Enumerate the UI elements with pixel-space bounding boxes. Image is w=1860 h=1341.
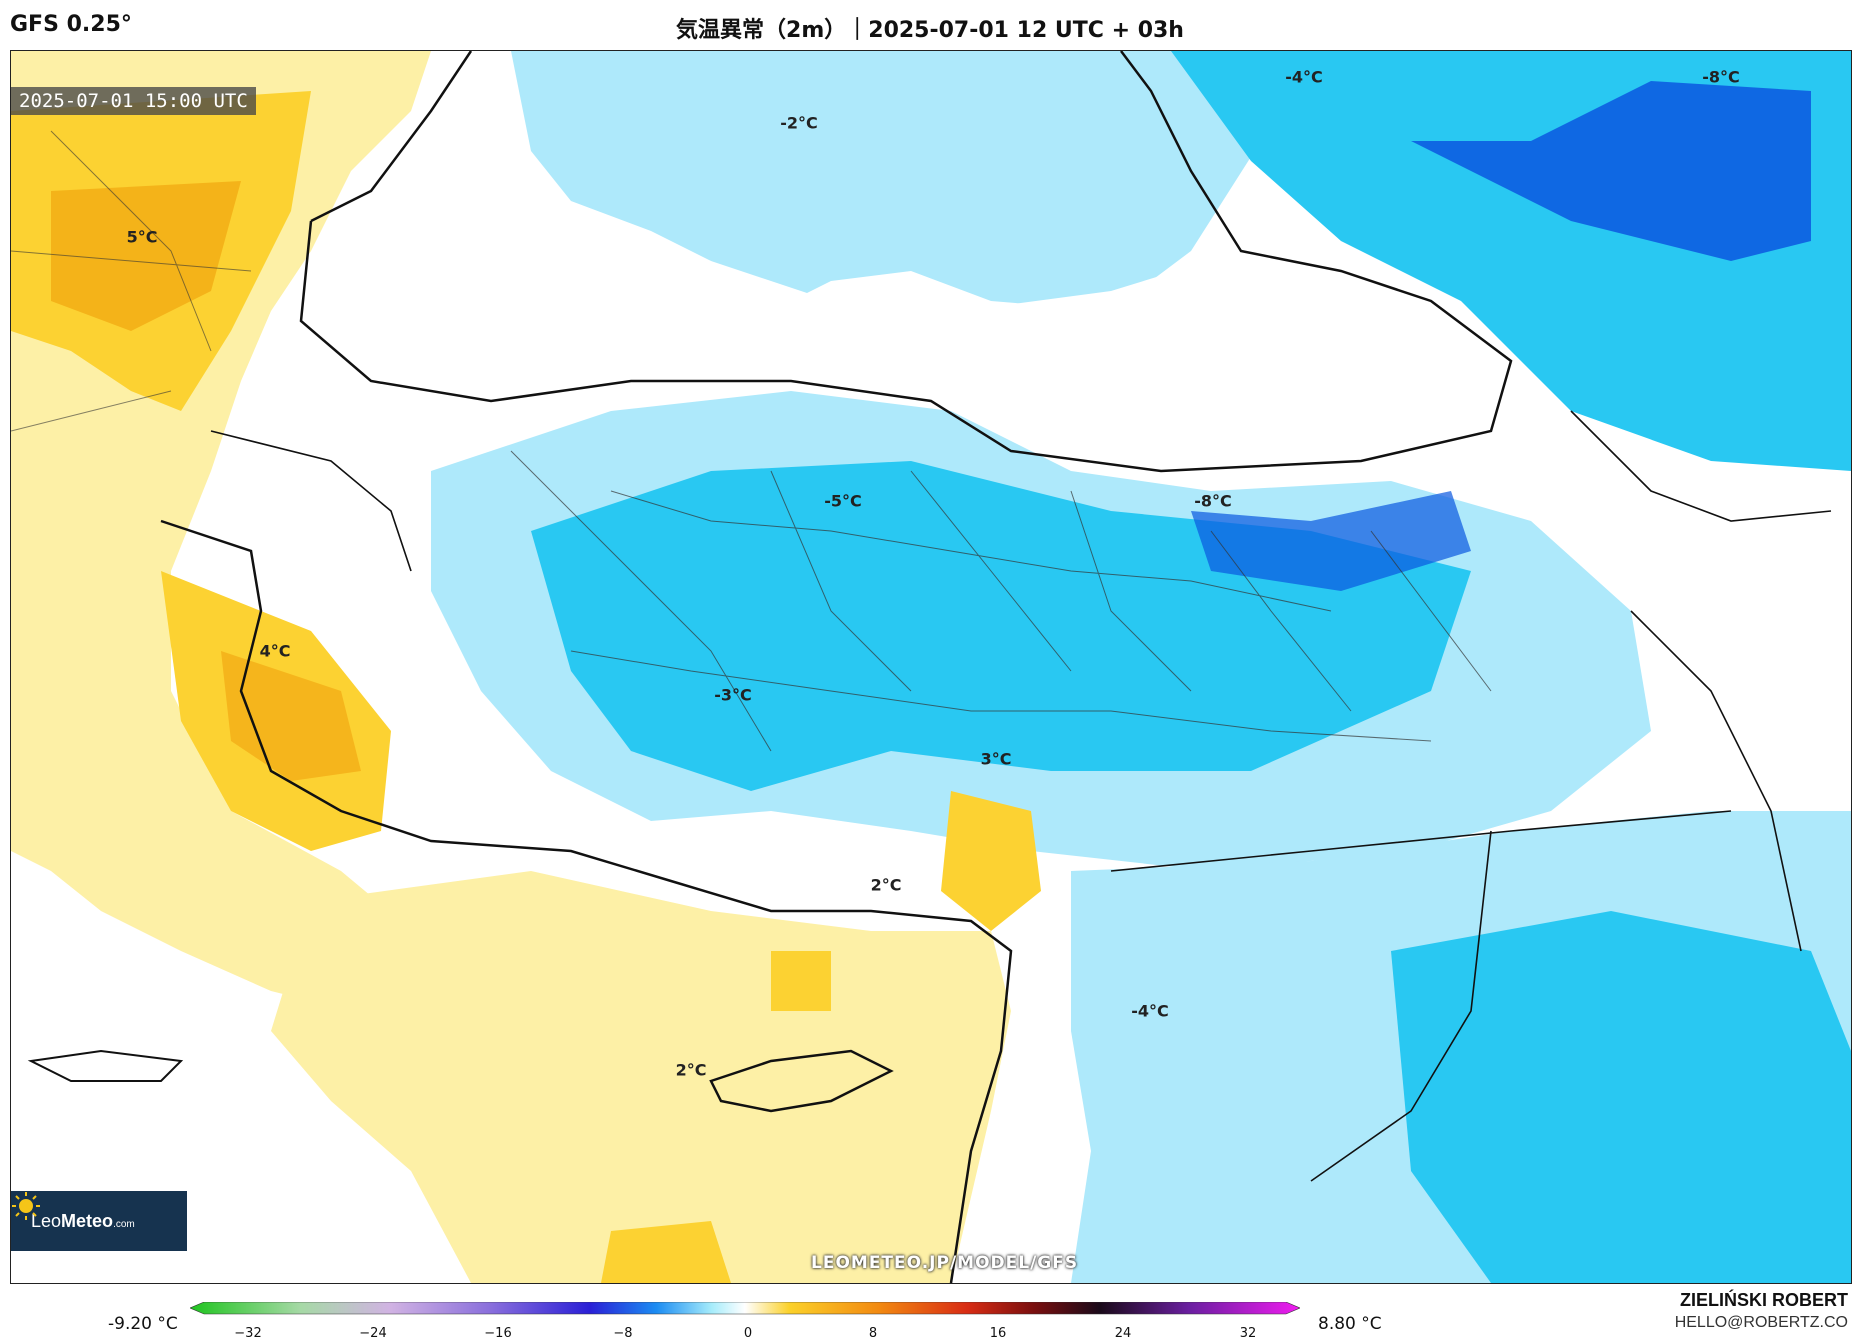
anomaly-label-aegean: 4°C [259,641,291,661]
anomaly-label-central-anatolia: -5°C [824,491,862,511]
province-lines [510,450,1492,752]
anomaly-label-syria: -4°C [1131,1001,1169,1021]
anomaly-map [11,51,1851,1283]
legend-tick: 0 [743,1326,753,1341]
legend-tick: 8 [868,1326,878,1341]
black-sea-neutral [301,211,1511,471]
header: GFS 0.25° 気温異常（2m）｜2025-07-01 12 UTC + 0… [0,0,1860,50]
map-panel: 2025-07-01 15:00 UTC -4°C -8°C -2°C 5°C … [10,50,1852,1284]
logo-wordmark: LeoMeteo.com [31,1210,135,1231]
legend-footer: -9.20 °C −32 −24 −16 − [0,1286,1860,1341]
anomaly-label-adana: 3°C [980,749,1012,769]
color-scale-bar [190,1302,1300,1315]
legend-tick: 32 [1239,1326,1257,1341]
source-watermark: LEOMETEO.JP/MODEL/GFS [811,1253,1079,1273]
mersin-warm-mid [771,951,831,1011]
adana-warm-mid [941,791,1041,931]
legend-tick: −16 [484,1326,512,1341]
northern-anatolia-coast [299,51,1513,473]
legend-tick: 24 [1114,1326,1132,1341]
eastern-anatolia-deep-cold [1191,491,1471,591]
balkan-internal-borders [11,130,252,432]
balkans-warm-deep [51,181,241,331]
crete-coast [27,1049,184,1082]
author-email[interactable]: HELLO@ROBERTZ.CO [1674,1314,1848,1331]
map-title: 気温異常（2m）｜2025-07-01 12 UTC + 03h [676,18,1184,43]
caucasus-deep-cold [1411,81,1811,261]
anomaly-label-sinai: 2°C [675,1060,707,1080]
thrace-border [210,430,412,572]
author-name: ZIELIŃSKI ROBERT [1679,1290,1848,1310]
western-black-sea-coast [310,51,473,223]
legend-min-value: -9.20 °C [108,1314,178,1334]
cyprus-coast [709,1049,894,1113]
anomaly-label-ne-coldest: -8°C [1702,67,1740,87]
model-label: GFS 0.25° [10,12,132,37]
anomaly-label-southern-anatolia: -3°C [714,685,752,705]
legend-tick: 16 [989,1326,1007,1341]
syria-iraq-border [1310,830,1492,1182]
anomaly-label-cyprus: 2°C [870,875,902,895]
sun-icon [12,1192,40,1220]
legend-max-value: 8.80 °C [1318,1314,1382,1334]
leometeo-logo: LeoMeteo.com [11,1191,187,1251]
turkey-syria-border [1110,810,1732,872]
black-sea-cool-zone [511,51,1261,311]
valid-time-badge: 2025-07-01 15:00 UTC [11,87,256,115]
legend-tick: −32 [234,1326,262,1341]
legend-tick: −24 [359,1326,387,1341]
legend-tick: −8 [613,1326,633,1341]
southern-anatolia-levant-coast [160,519,1013,1283]
aegean-warm-deep [221,651,361,781]
mesopotamia-cold-zone [1391,911,1851,1283]
anomaly-label-balkans: 5°C [126,227,158,247]
iran-border [1630,610,1802,952]
anomaly-label-black-sea: -2°C [780,113,818,133]
anomaly-label-ne-north: -4°C [1285,67,1323,87]
sinai-warm-mid [601,1221,731,1283]
caucasus-border [1570,410,1832,522]
anomaly-label-eastern-anatolia: -8°C [1194,491,1232,511]
